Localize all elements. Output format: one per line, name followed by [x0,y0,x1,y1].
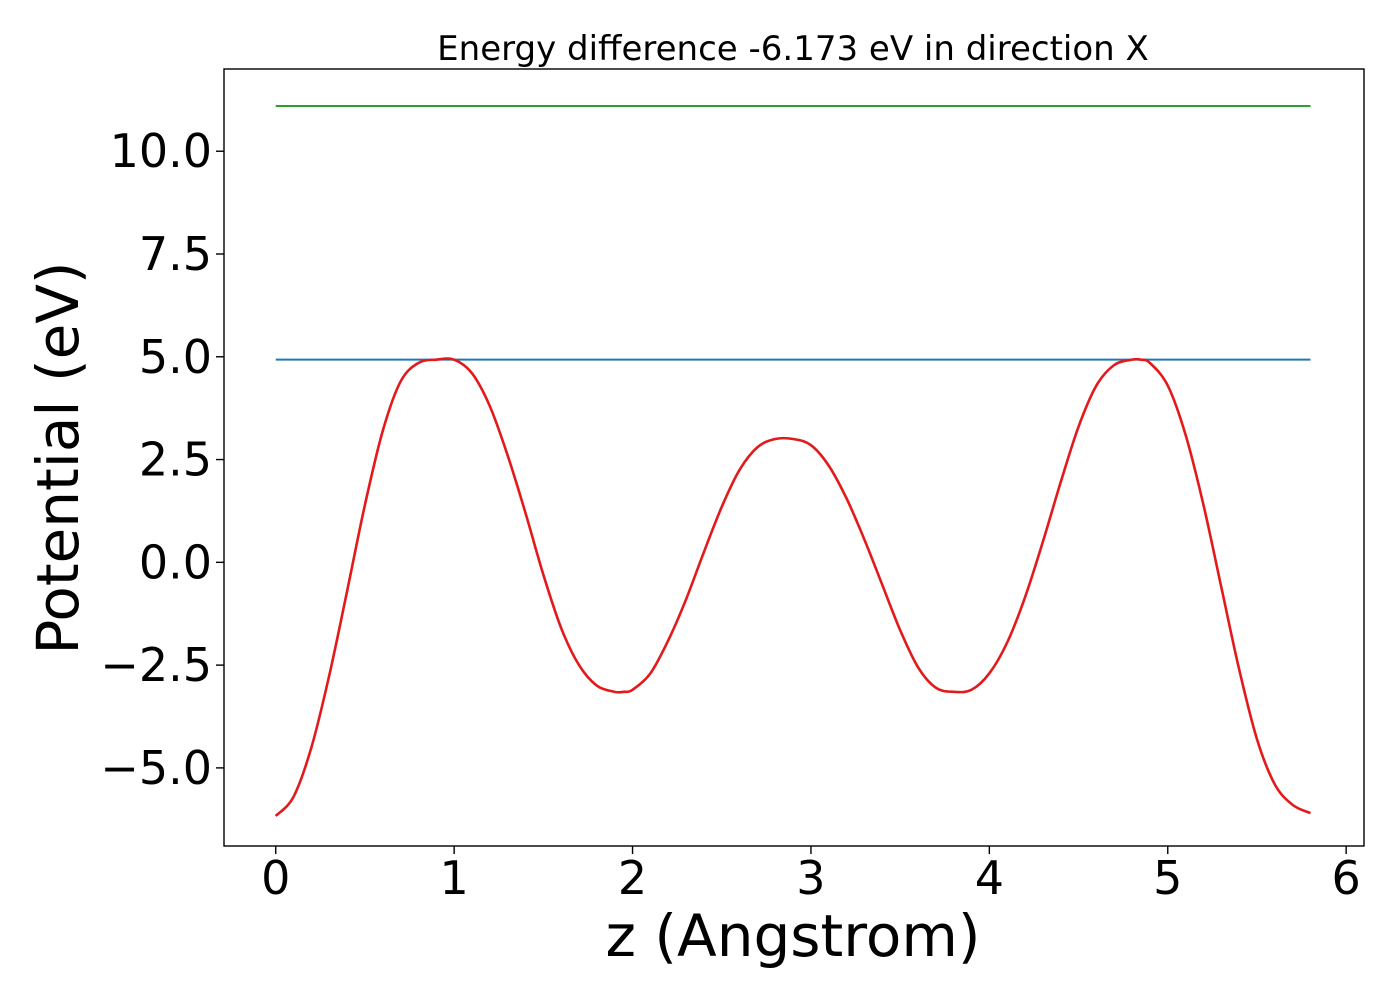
x-tick-label: 6 [1332,851,1361,905]
y-axis-label: Potential (eV) [24,261,92,654]
chart-title: Energy difference -6.173 eV in direction… [437,29,1149,69]
y-tick-label: −2.5 [100,638,212,692]
x-tick-label: 3 [796,851,825,905]
x-tick-label: 5 [1153,851,1182,905]
x-axis-label: z (Angstrom) [606,902,981,970]
y-tick-label: 5.0 [139,330,212,384]
x-tick-label: 4 [975,851,1004,905]
y-tick-label: 0.0 [139,535,212,589]
y-axis: −5.0 −2.5 0.0 2.5 5.0 7.5 10.0 [100,124,224,795]
potential-curve [274,357,1312,817]
series-layer [274,105,1312,817]
x-tick-label: 2 [618,851,647,905]
x-tick-label: 0 [261,851,290,905]
plot-frame [223,68,1365,847]
y-tick-label: 7.5 [139,227,212,281]
x-axis: 0 1 2 3 4 5 6 [261,846,1361,905]
y-tick-label: 2.5 [139,433,212,487]
y-tick-label: −5.0 [100,741,212,795]
x-tick-label: 1 [440,851,469,905]
y-tick-label: 10.0 [110,124,212,178]
